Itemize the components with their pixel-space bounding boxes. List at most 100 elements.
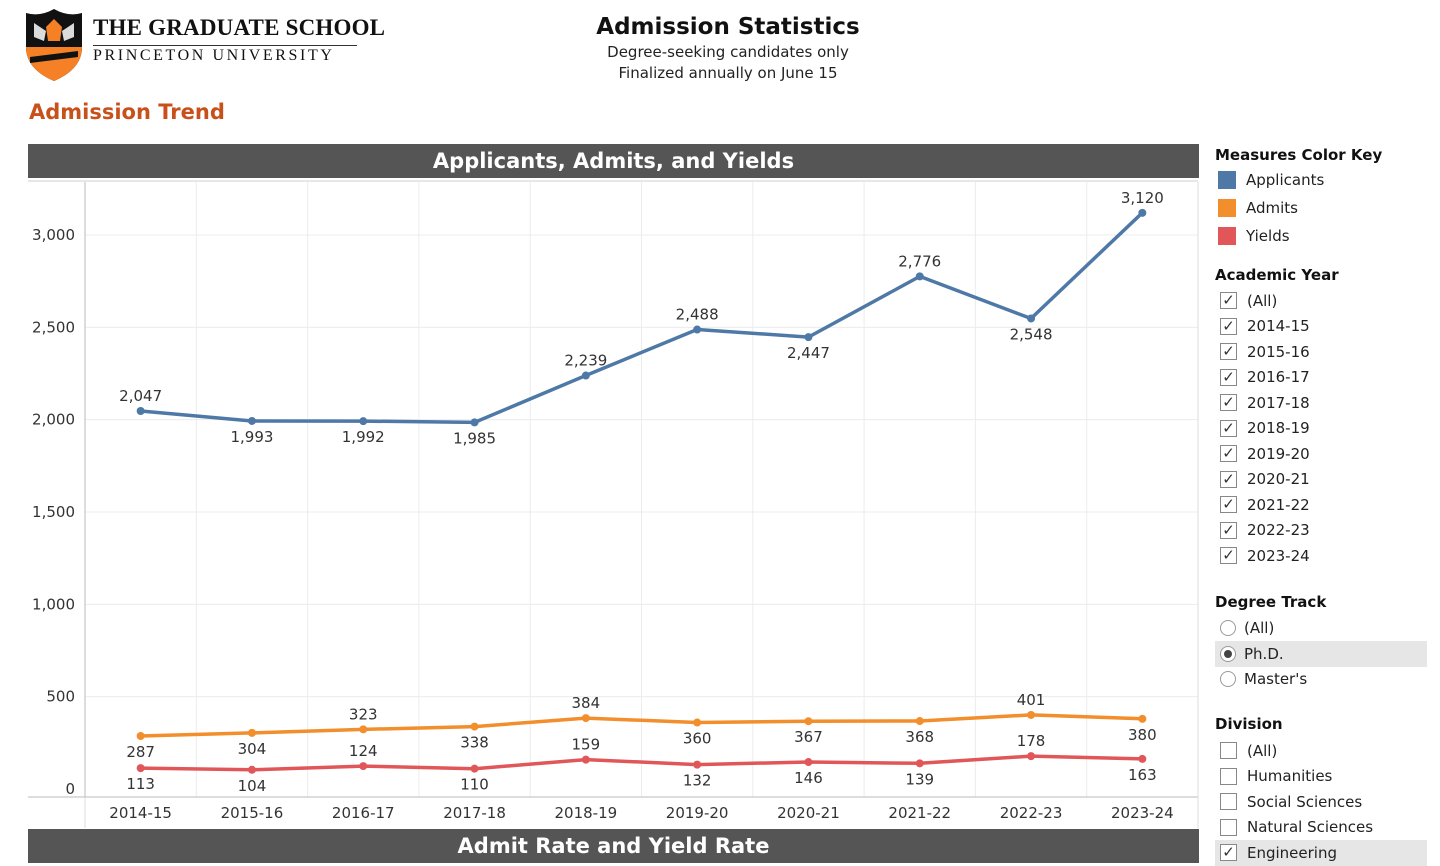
data-point-yields[interactable] bbox=[693, 760, 702, 769]
data-point-yields[interactable] bbox=[1027, 752, 1036, 761]
radio-selected[interactable] bbox=[1220, 645, 1236, 662]
checkbox-checked[interactable]: ✓ bbox=[1220, 343, 1237, 361]
data-point-admits[interactable] bbox=[247, 728, 256, 737]
data-label-applicants: 1,985 bbox=[453, 429, 496, 447]
data-point-admits[interactable] bbox=[1138, 714, 1147, 723]
checkbox-checked[interactable]: ✓ bbox=[1220, 445, 1237, 463]
checkbox-checked[interactable]: ✓ bbox=[1220, 368, 1237, 386]
year-filter-item[interactable]: ✓ 2020-21 bbox=[1215, 467, 1427, 493]
series-line-yields[interactable] bbox=[140, 754, 1143, 772]
data-label-yields: 104 bbox=[238, 777, 267, 795]
year-filter-item[interactable]: ✓ 2015-16 bbox=[1215, 339, 1427, 365]
data-point-admits[interactable] bbox=[693, 718, 702, 727]
data-point-applicants[interactable] bbox=[470, 418, 479, 427]
checkbox-unchecked[interactable] bbox=[1220, 767, 1237, 785]
data-point-yields[interactable] bbox=[247, 765, 256, 774]
data-point-admits[interactable] bbox=[1027, 710, 1036, 719]
division-filter-item[interactable]: Social Sciences bbox=[1215, 789, 1427, 815]
year-filter-item[interactable]: ✓ 2021-22 bbox=[1215, 492, 1427, 518]
division-filter-item[interactable]: Natural Sciences bbox=[1215, 815, 1427, 841]
data-point-applicants[interactable] bbox=[915, 272, 924, 281]
data-point-applicants[interactable] bbox=[136, 406, 145, 415]
year-filter-label: 2014-15 bbox=[1247, 317, 1310, 336]
data-label-applicants: 2,239 bbox=[564, 352, 607, 370]
checkbox-unchecked[interactable] bbox=[1220, 818, 1237, 836]
year-filter-item[interactable]: ✓ 2023-24 bbox=[1215, 543, 1427, 569]
data-point-yields[interactable] bbox=[804, 758, 813, 767]
data-point-admits[interactable] bbox=[136, 732, 145, 741]
division-filter-item[interactable]: Humanities bbox=[1215, 764, 1427, 790]
year-filter-item[interactable]: ✓ 2022-23 bbox=[1215, 518, 1427, 544]
year-filter-item[interactable]: ✓ 2019-20 bbox=[1215, 441, 1427, 467]
data-point-admits[interactable] bbox=[359, 725, 368, 734]
data-point-applicants[interactable] bbox=[247, 416, 256, 425]
y-tick-label: 3,000 bbox=[32, 226, 75, 244]
x-tick-label: 2019-20 bbox=[666, 804, 729, 822]
checkbox-unchecked[interactable] bbox=[1220, 793, 1237, 811]
logo-divider bbox=[93, 45, 357, 46]
data-point-admits[interactable] bbox=[470, 722, 479, 731]
checkbox-checked[interactable]: ✓ bbox=[1220, 292, 1237, 310]
year-filter-item[interactable]: ✓ 2018-19 bbox=[1215, 416, 1427, 442]
y-tick-label: 2,500 bbox=[32, 318, 75, 336]
data-point-applicants[interactable] bbox=[693, 325, 702, 334]
checkbox-checked[interactable]: ✓ bbox=[1220, 394, 1237, 412]
checkbox-checked[interactable]: ✓ bbox=[1220, 521, 1237, 539]
data-label-yields: 163 bbox=[1128, 766, 1157, 784]
color-key-item-admits: Admits bbox=[1215, 194, 1427, 222]
section-title: Admission Trend bbox=[29, 100, 225, 124]
color-swatch bbox=[1218, 227, 1236, 245]
data-label-applicants: 2,047 bbox=[119, 387, 162, 405]
track-filter-item[interactable]: Ph.D. bbox=[1215, 641, 1427, 667]
data-point-yields[interactable] bbox=[359, 762, 368, 771]
year-filter-item[interactable]: ✓ (All) bbox=[1215, 288, 1427, 314]
data-point-yields[interactable] bbox=[1138, 754, 1147, 763]
page-subtitle-1: Degree-seeking candidates only bbox=[607, 43, 849, 61]
track-filter-item[interactable]: (All) bbox=[1215, 616, 1427, 642]
division-filter-item[interactable]: ✓ Engineering bbox=[1215, 840, 1427, 866]
data-point-admits[interactable] bbox=[915, 717, 924, 726]
logo-title: THE GRADUATE SCHOOL bbox=[93, 15, 386, 40]
year-filter-item[interactable]: ✓ 2016-17 bbox=[1215, 365, 1427, 391]
data-label-applicants: 1,993 bbox=[230, 428, 273, 446]
data-point-yields[interactable] bbox=[136, 764, 145, 773]
checkbox-checked[interactable]: ✓ bbox=[1220, 547, 1237, 565]
track-filter-list: (All) Ph.D. Master's bbox=[1215, 616, 1427, 693]
line-chart[interactable]: 0 500 1,000 1,500 2,000 2,500 3,000 2014-15 2015… bbox=[0, 0, 1200, 829]
x-tick-label: 2022-23 bbox=[1000, 804, 1063, 822]
checkbox-unchecked[interactable] bbox=[1220, 742, 1237, 760]
data-point-yields[interactable] bbox=[470, 764, 479, 773]
color-swatch bbox=[1218, 199, 1236, 217]
x-tick-label: 2023-24 bbox=[1111, 804, 1174, 822]
y-tick-label: 500 bbox=[46, 688, 75, 706]
data-point-applicants[interactable] bbox=[581, 371, 590, 380]
y-tick-label: 1,000 bbox=[32, 595, 75, 613]
track-filter-item[interactable]: Master's bbox=[1215, 667, 1427, 693]
data-label-admits: 368 bbox=[905, 728, 934, 746]
checkbox-checked[interactable]: ✓ bbox=[1220, 419, 1237, 437]
data-point-applicants[interactable] bbox=[1027, 314, 1036, 323]
data-point-yields[interactable] bbox=[915, 759, 924, 768]
division-filter-item[interactable]: (All) bbox=[1215, 738, 1427, 764]
data-label-applicants: 2,447 bbox=[787, 344, 830, 362]
data-point-admits[interactable] bbox=[804, 717, 813, 726]
radio-unselected[interactable] bbox=[1220, 671, 1236, 688]
checkbox-checked[interactable]: ✓ bbox=[1220, 844, 1237, 862]
color-key-label: Admits bbox=[1246, 199, 1298, 217]
data-label-yields: 159 bbox=[572, 736, 601, 754]
data-point-applicants[interactable] bbox=[359, 417, 368, 426]
radio-unselected[interactable] bbox=[1220, 620, 1236, 637]
x-tick-label: 2015-16 bbox=[221, 804, 284, 822]
data-point-applicants[interactable] bbox=[804, 333, 813, 342]
checkbox-checked[interactable]: ✓ bbox=[1220, 470, 1237, 488]
series-line-applicants[interactable] bbox=[140, 211, 1144, 425]
series-line-admits[interactable] bbox=[140, 713, 1143, 738]
data-point-applicants[interactable] bbox=[1138, 208, 1147, 217]
x-tick-label: 2021-22 bbox=[888, 804, 951, 822]
year-filter-item[interactable]: ✓ 2017-18 bbox=[1215, 390, 1427, 416]
checkbox-checked[interactable]: ✓ bbox=[1220, 317, 1237, 335]
year-filter-item[interactable]: ✓ 2014-15 bbox=[1215, 314, 1427, 340]
checkbox-checked[interactable]: ✓ bbox=[1220, 496, 1237, 514]
data-point-admits[interactable] bbox=[581, 714, 590, 723]
data-point-yields[interactable] bbox=[581, 755, 590, 764]
